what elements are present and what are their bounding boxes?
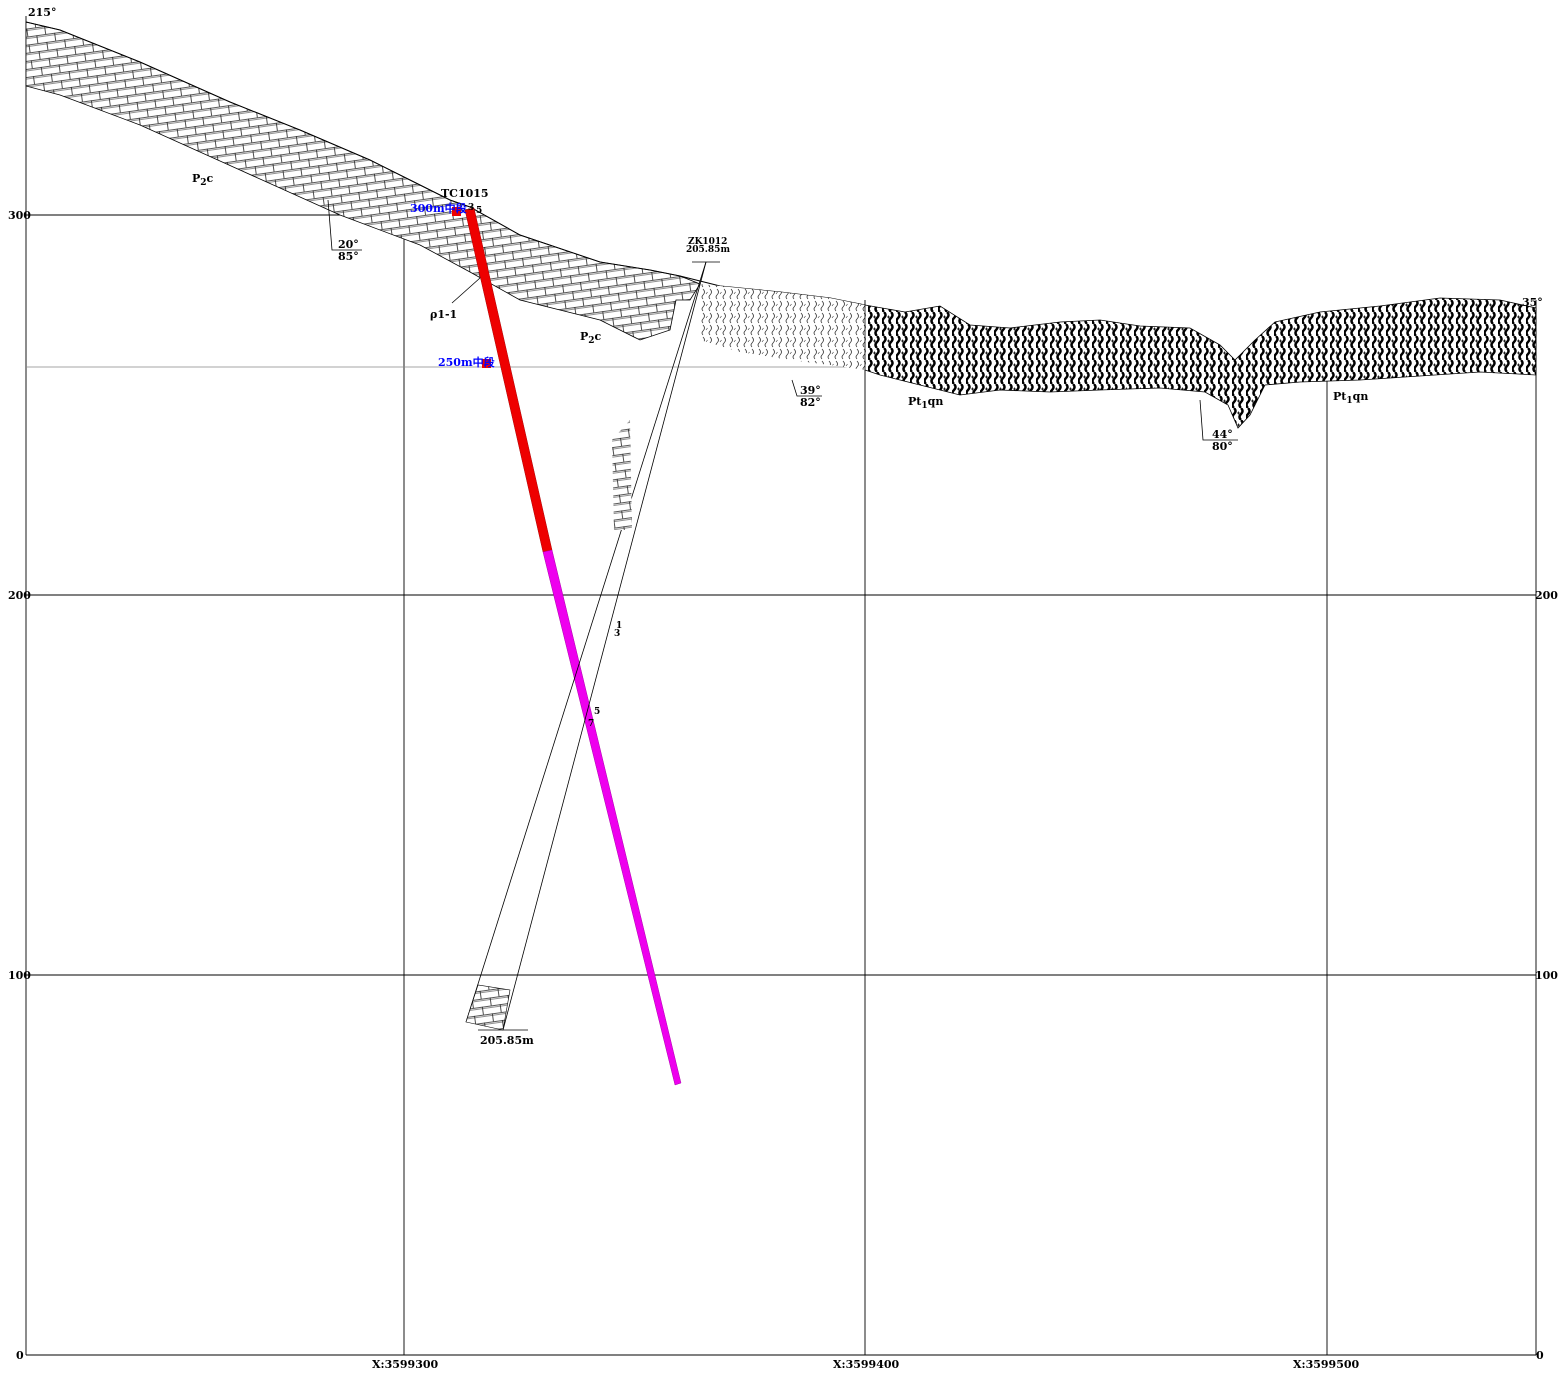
sample-label-b: 5 — [476, 206, 482, 216]
attitude-3-dipdir: 44° — [1212, 428, 1233, 441]
drillhole-core-hatch — [465, 984, 511, 1031]
azimuth-left: 215° — [28, 6, 56, 19]
attitude-3-dip: 80° — [1212, 440, 1233, 453]
terrain-profile-left — [25, 21, 866, 306]
orebody-leader — [451, 277, 481, 304]
level-250-marker — [482, 359, 491, 368]
elev-0-label-left: 0 — [16, 1349, 24, 1362]
orebody-magenta-segment — [542, 549, 682, 1086]
elev-0-label-right: 0 — [1536, 1349, 1544, 1362]
sample-label-e: 5 — [594, 707, 600, 717]
trench-label: TC1015 — [441, 187, 489, 200]
attitude-1-dip: 85° — [338, 250, 359, 263]
unit-label-p2c-upper: P2c — [192, 172, 214, 188]
attitude-2-dip: 82° — [800, 396, 821, 409]
level-300-marker — [452, 207, 461, 216]
x-tick-3: X:3599500 — [1293, 1358, 1360, 1371]
sample-label-d: 3 — [614, 629, 620, 639]
azimuth-right: 35° — [1522, 296, 1543, 309]
attitude-leaders — [327, 199, 1238, 441]
elev-100-label-right: 100 — [1535, 969, 1558, 982]
unit-pt1qn-gneiss — [864, 297, 1537, 429]
unit-transition-schist — [700, 284, 865, 370]
unit-label-p2c-mid: P2c — [580, 330, 602, 346]
attitude-2-dipdir: 39° — [800, 384, 821, 397]
x-tick-1: X:3599300 — [372, 1358, 439, 1371]
attitude-1-dipdir: 20° — [338, 238, 359, 251]
unit-p2c-limestone — [25, 21, 701, 341]
unit-label-pt1qn-b: Pt1qn — [1333, 390, 1368, 406]
drillhole-top-depth-label: 205.85m — [686, 245, 730, 255]
orebody-label: ρ1-1 — [430, 308, 457, 321]
unit-label-pt1qn-a: Pt1qn — [908, 395, 943, 411]
drillhole-id-label: ZK1012 — [688, 237, 727, 247]
elev-200-label-right: 200 — [1535, 589, 1558, 602]
level-250-label: 250m中段 — [438, 355, 495, 369]
level-300-label: 300m中段 — [410, 201, 467, 215]
sample-label-a: 3 — [468, 203, 474, 213]
elev-200-label-left: 200 — [8, 589, 31, 602]
drillhole-end-depth-label: 205.85m — [480, 1034, 534, 1047]
elev-100-label-left: 100 — [8, 969, 31, 982]
sample-label-c: 1 — [616, 621, 622, 631]
x-tick-2: X:3599400 — [833, 1358, 900, 1371]
grid — [25, 16, 1537, 1356]
sample-label-f: 7 — [588, 719, 594, 729]
drillhole-core-hatch-mid — [612, 420, 632, 530]
elev-300-label: 300 — [8, 209, 31, 222]
